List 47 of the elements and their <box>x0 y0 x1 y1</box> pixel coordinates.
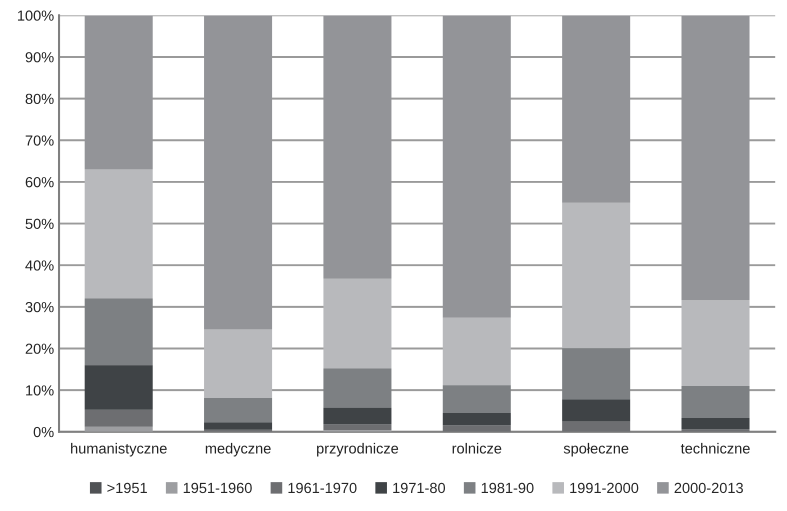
bar <box>562 348 630 400</box>
bar <box>323 408 392 424</box>
legend-label: 1991-2000 <box>570 482 638 494</box>
bar <box>323 424 392 430</box>
y-tick-label: 50% <box>26 218 54 229</box>
bar <box>84 169 153 299</box>
y-tick-label: 70% <box>26 135 54 146</box>
legend-label: >1951 <box>107 482 147 494</box>
bar <box>442 425 511 432</box>
bar <box>442 318 511 386</box>
bar <box>204 422 272 430</box>
legend-label: 2000-2013 <box>674 482 743 494</box>
bar <box>562 202 630 348</box>
y-tick-label: 10% <box>26 385 54 396</box>
bar <box>562 421 630 432</box>
x-tick-label: społeczne <box>564 442 628 456</box>
bar <box>681 386 750 418</box>
bar <box>323 278 392 368</box>
legend-label: 1951-1960 <box>184 482 252 494</box>
x-tick-label: humanistyczne <box>71 442 167 456</box>
bar <box>442 385 511 414</box>
x-tick-label: przyrodnicze <box>317 442 398 456</box>
legend-label: 1971-80 <box>393 482 446 494</box>
x-tick-label: medyczne <box>206 442 271 456</box>
bar <box>681 300 750 386</box>
y-tick-label: 80% <box>26 94 54 104</box>
y-tick-label: 100% <box>18 10 54 21</box>
y-tick-label: 40% <box>25 260 54 271</box>
legend-label: 1981-90 <box>482 482 534 494</box>
y-tick-label: 0% <box>34 426 54 438</box>
y-tick-label: 60% <box>26 177 54 188</box>
bar <box>204 398 272 422</box>
y-tick-label: 30% <box>26 302 54 312</box>
bar <box>84 410 153 427</box>
y-tick-label: 20% <box>26 344 54 354</box>
bar <box>681 418 750 430</box>
x-tick-label: rolnicze <box>452 442 502 454</box>
legend-label: 1961-1970 <box>288 482 357 494</box>
bar <box>442 413 511 426</box>
y-tick-label: 90% <box>26 52 54 62</box>
bar <box>84 426 153 432</box>
bar <box>84 298 153 366</box>
bar <box>323 368 392 408</box>
bar <box>562 399 630 422</box>
bar <box>84 365 153 410</box>
x-tick-label: techniczne <box>680 442 750 454</box>
bar <box>204 329 272 398</box>
